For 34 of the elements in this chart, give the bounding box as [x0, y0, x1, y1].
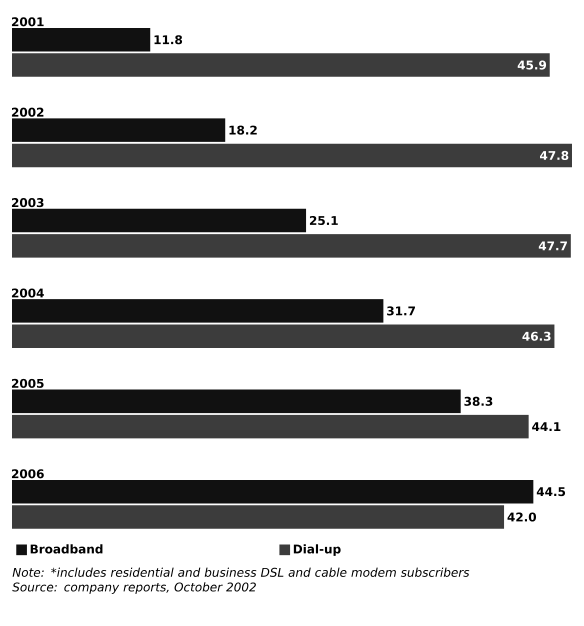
- legend-label: Dial-up: [294, 544, 341, 556]
- bar: [12, 299, 384, 323]
- y-tick-label: 2003: [12, 198, 44, 208]
- y-tick-label: 2005: [12, 378, 44, 388]
- data-label: 25.1: [310, 216, 338, 226]
- bar: [12, 234, 571, 258]
- text: Note: *includes residential and business DSL and cable modem subscribers: [12, 568, 470, 577]
- data-label: 45.9: [518, 60, 546, 70]
- data-label: 46.3: [522, 332, 551, 341]
- y-tick-label: 2004: [12, 288, 44, 298]
- legend-label: Broadband: [30, 544, 102, 554]
- source-note: Source: company reports, October 2002: [12, 582, 256, 594]
- data-label: 18.2: [230, 126, 257, 135]
- bar: [12, 28, 150, 52]
- data-label: 11.8: [154, 35, 182, 44]
- bar: [12, 118, 226, 142]
- bar: [12, 144, 572, 168]
- data-label: 44.5: [536, 487, 566, 496]
- data-label: 38.3: [464, 396, 492, 406]
- y-tick-label: 2001: [12, 17, 44, 26]
- bar: [12, 505, 504, 529]
- y-tick-label: 2002: [12, 108, 44, 117]
- data-label: 47.7: [538, 241, 567, 250]
- data-label: 47.8: [540, 150, 568, 160]
- bar: [12, 208, 306, 232]
- y-tick-label: 2006: [12, 469, 44, 478]
- bar: [12, 414, 529, 438]
- bar: [12, 390, 461, 414]
- bar: [12, 480, 534, 504]
- data-label: 44.1: [532, 422, 560, 431]
- data-label: 42.0: [508, 512, 536, 522]
- bar: [12, 324, 554, 348]
- bar: [12, 53, 550, 77]
- data-label: 31.7: [387, 306, 415, 316]
